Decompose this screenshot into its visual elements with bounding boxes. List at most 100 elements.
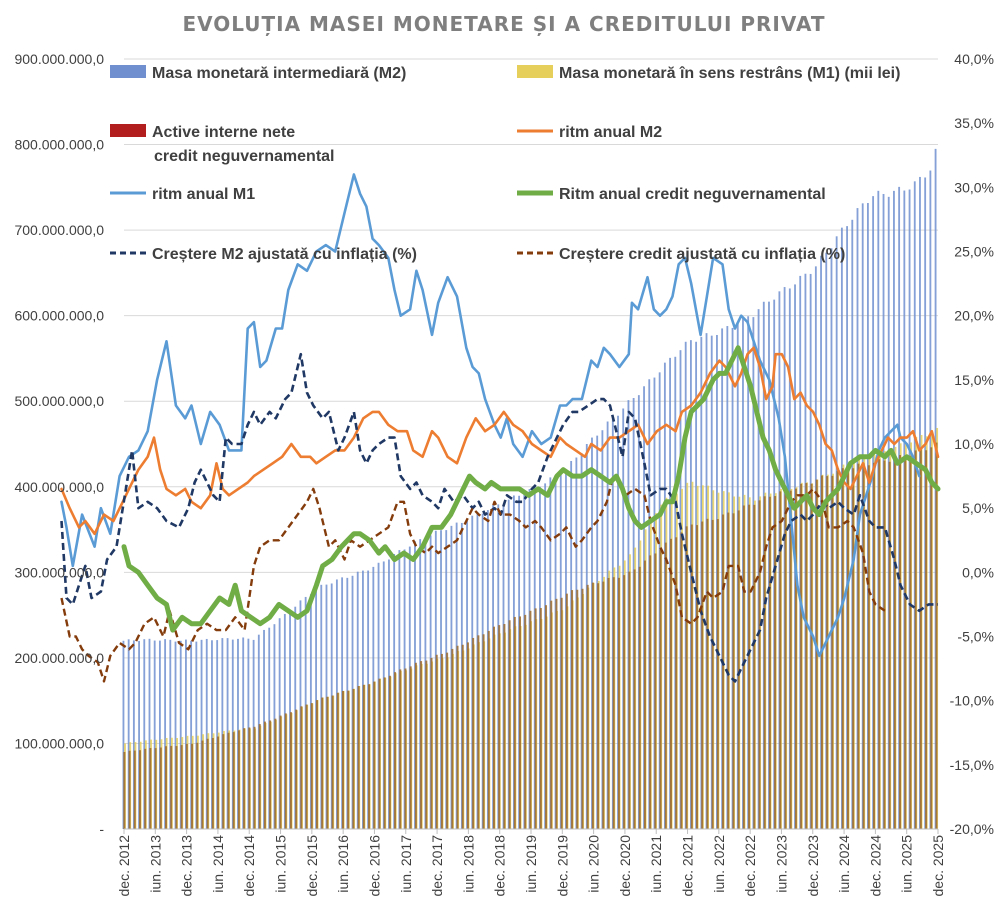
x-tick-label-11: iun. 2018 [460,835,476,893]
bar-m2-10 [174,641,177,829]
axes: - 100.000.000,0 200.000.000,0 300.000.000,0… [14,51,994,897]
legend-item-m2_adj: Creștere M2 ajustată cu inflația (%) [110,246,417,263]
bar-ain-86 [571,590,574,829]
y-left-tick-label-7: 700.000.000,0 [14,222,104,238]
bar-ain-30 [279,715,282,829]
y-right-tick-label-0: -20,0% [950,821,994,837]
bar-ain-89 [586,584,589,829]
bar-ain-119 [742,505,745,829]
bar-ain-146 [883,460,886,829]
bar-ain-66 [466,642,469,829]
y-right-tick-label-11: 35,0% [954,115,994,131]
bar-ain-99 [638,566,641,829]
bar-ain-108 [685,526,688,829]
bar-ain-103 [659,549,662,829]
bar-m2-14 [195,641,198,829]
bar-ain-36 [310,703,313,829]
y-right-tick-label-10: 30,0% [954,179,994,195]
bar-ain-55 [409,666,412,829]
bar-ain-135 [826,476,829,829]
x-tick-label-22: dec. 2023 [805,835,821,897]
legend-label-ritm_credit: Ritm anual credit neguvernamental [559,186,826,203]
bar-ain-123 [763,496,766,829]
bar-ain-137 [836,471,839,829]
bar-ain-144 [873,462,876,829]
legend-label-m2: Masa monetară intermediară (M2) [152,65,406,82]
bar-m2-9 [169,639,172,829]
bar-ain-133 [815,479,818,829]
bar-ain-143 [867,465,870,829]
bar-ain-74 [508,620,511,829]
bar-ain-93 [607,577,610,829]
bar-ain-77 [524,614,527,829]
bar-ain-5 [149,748,152,829]
y-right-tick-label-3: -5,0% [957,629,994,645]
bar-ain-69 [482,634,485,829]
bar-m2-6 [153,640,156,829]
bar-ain-154 [925,450,928,829]
bar-ain-152 [914,450,917,829]
bar-ain-7 [159,747,162,829]
bar-ain-156 [935,442,938,829]
bar-ain-58 [425,660,428,829]
bar-ain-27 [263,721,266,829]
bar-ain-149 [899,455,902,829]
bar-ain-148 [893,457,896,829]
bar-ain-37 [315,700,318,829]
x-tick-label-25: iun. 2025 [899,835,915,893]
legend-item-credit_adj: Creștere credit ajustată cu inflația (%) [517,246,845,263]
legend: Masa monetară intermediară (M2) Masa mone… [110,65,900,263]
bar-ain-73 [503,624,506,829]
bar-ain-65 [461,644,464,829]
bar-m2-16 [205,638,208,829]
y-left-tick-label-5: 500.000.000,0 [14,393,104,409]
y-left-tick-label-4: 400.000.000,0 [14,479,104,495]
bar-ain-132 [810,483,813,829]
bar-ain-32 [289,712,292,829]
y-left-tick-label-9: 900.000.000,0 [14,51,104,67]
x-tick-label-3: iun. 2014 [210,835,226,893]
bar-ain-71 [493,626,495,829]
bar-ain-51 [388,675,391,829]
legend-swatch-m2 [110,65,146,78]
bar-ain-23 [243,728,246,829]
bar-ain-129 [794,488,797,829]
bar-ain-25 [253,726,256,829]
bar-ain-120 [748,504,751,829]
bar-m2-15 [200,639,203,829]
bar-ain-92 [602,581,605,829]
bar-ain-76 [519,616,521,829]
x-tick-label-9: iun. 2017 [398,835,414,893]
x-tick-label-23: iun. 2024 [836,835,852,893]
bar-m2-2 [132,640,135,829]
bar-ain-52 [394,672,397,829]
bar-m2-4 [143,639,146,829]
legend-item-ritm_m1: ritm anual M1 [110,186,255,203]
bar-ain-109 [690,524,693,829]
chart-title: EVOLUȚIA MASEI MONETARE ȘI A CREDITULUI … [182,12,825,36]
bar-ain-81 [545,605,548,829]
bar-ain-56 [414,662,417,829]
bar-m2-12 [185,639,187,829]
bar-ain-43 [347,690,350,829]
bar-ain-110 [696,525,699,829]
bar-m2-17 [211,640,213,829]
bar-ain-11 [180,745,183,829]
x-tick-label-7: iun. 2016 [335,835,351,893]
bar-ain-127 [784,489,787,829]
line-ritm_credit [121,345,941,633]
bar-ain-151 [909,455,912,829]
bar-ain-20 [227,732,230,829]
bar-ain-115 [722,514,725,829]
bar-ain-24 [248,727,251,829]
bar-ain-62 [446,652,449,829]
y-right-tick-label-2: -10,0% [950,693,994,709]
bar-ain-46 [362,684,365,829]
bar-ain-125 [774,496,777,829]
x-tick-label-6: dec. 2015 [304,835,320,897]
bar-ain-104 [664,542,667,829]
bar-ain-145 [878,459,881,829]
bar-ain-106 [675,537,678,829]
bar-ain-12 [185,743,188,829]
